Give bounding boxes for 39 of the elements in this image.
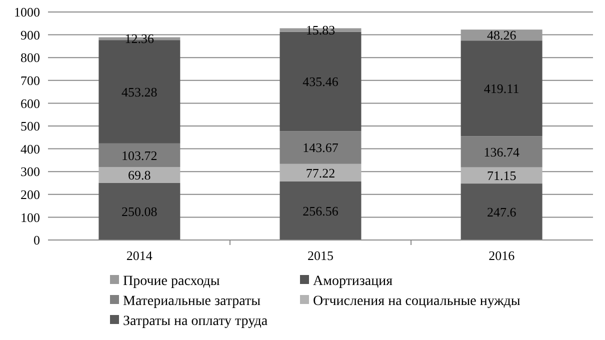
data-label: 77.22	[306, 165, 336, 180]
y-tick-label: 300	[20, 164, 40, 180]
data-label: 71.15	[486, 168, 516, 183]
legend-label: Затраты на оплату труда	[123, 314, 268, 329]
data-label: 419.11	[484, 80, 520, 96]
y-tick-label: 900	[20, 27, 40, 42]
legend-label: Амортизация	[313, 274, 394, 289]
x-tick-label: 2014	[126, 248, 153, 263]
y-tick-label: 800	[20, 50, 40, 66]
bar	[460, 167, 542, 184]
x-tick-label: 2015	[308, 248, 334, 263]
data-label: 453.28	[122, 84, 158, 100]
bar	[280, 164, 362, 182]
bar	[460, 184, 542, 240]
y-tick-label: 600	[20, 96, 40, 111]
data-label: 435.46	[302, 74, 339, 90]
data-label: 103.72	[122, 148, 158, 163]
y-tick-label: 0	[34, 232, 40, 248]
bar	[460, 40, 542, 136]
data-label: 256.56	[302, 203, 339, 218]
data-label: 247.6	[486, 204, 517, 220]
data-label: 48.26	[486, 28, 517, 43]
x-tick-label: 2016	[488, 248, 516, 263]
y-tick-label: 400	[20, 141, 40, 156]
y-tick-label: 200	[20, 186, 40, 202]
bar	[98, 182, 180, 240]
data-label: 69.8	[128, 168, 151, 183]
bar	[98, 167, 180, 183]
y-tick-label: 500	[20, 118, 40, 134]
bar	[280, 182, 362, 240]
y-tick-label: 1000	[14, 4, 40, 20]
legend-label: Прочие расходы	[123, 274, 220, 289]
y-tick-label: 100	[20, 210, 40, 225]
y-tick-label: 700	[20, 72, 40, 88]
legend-label: Отчисления на социальные нужды	[313, 294, 521, 309]
data-label: 136.74	[484, 144, 520, 160]
data-label: 143.67	[302, 140, 339, 156]
data-label: 250.08	[122, 204, 158, 220]
legend-label: Материальные затраты	[123, 294, 262, 309]
